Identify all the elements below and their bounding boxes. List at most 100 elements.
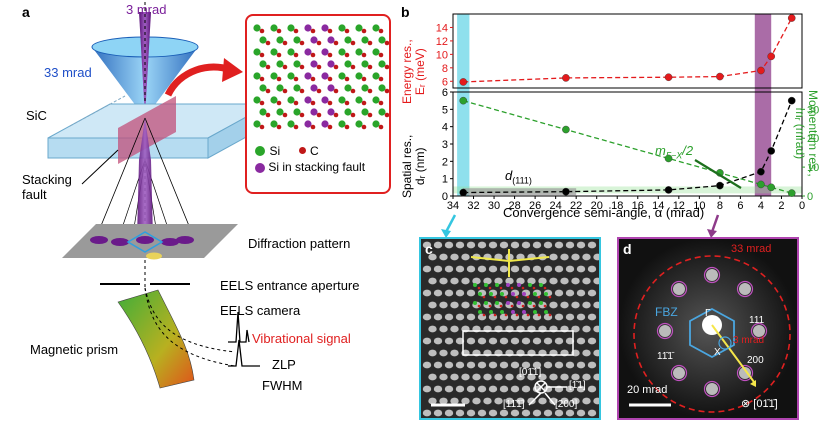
- si-atom: [270, 24, 278, 32]
- atom-column: [554, 241, 564, 249]
- overlay-si: [500, 292, 504, 296]
- overlay-si: [500, 310, 504, 314]
- fwhm-label: FWHM: [262, 378, 303, 393]
- x-tick-label: 18: [611, 200, 623, 212]
- annot-m-tail: /2: [682, 143, 694, 158]
- bragg-spot-ring: [750, 322, 768, 340]
- atom-column: [593, 397, 599, 405]
- si-atom: [344, 36, 352, 44]
- gamma-label: Γ: [705, 308, 711, 319]
- atom-column: [516, 277, 525, 285]
- c-atom: [310, 28, 316, 34]
- bragg-spot-ring: [670, 280, 688, 298]
- momentum-band: [453, 186, 802, 194]
- atom-column: [450, 373, 459, 381]
- hrstem-image: [422, 241, 599, 417]
- si-fault-atom: [321, 24, 329, 32]
- atom-column: [444, 337, 454, 345]
- bragg-spot-ring: [703, 380, 721, 398]
- c-atom: [378, 28, 384, 34]
- atom-column: [554, 313, 564, 321]
- vibrational-signal-label: Vibrational signal: [252, 331, 351, 346]
- atom-column: [439, 349, 448, 357]
- annot-d-sub: (111): [512, 175, 532, 186]
- si-fault-atom: [304, 120, 312, 128]
- magnetic-prism-label: Magnetic prism: [30, 342, 119, 357]
- atom-column: [444, 409, 454, 417]
- si-atom: [270, 96, 278, 104]
- x-tick-label: 32: [467, 200, 479, 212]
- atom-column: [428, 373, 437, 381]
- si-atom: [276, 84, 284, 92]
- atom-column: [455, 337, 465, 345]
- top-plot-frame: [452, 13, 803, 89]
- energy-series-point: [664, 73, 673, 82]
- atom-column: [543, 409, 553, 417]
- si-atom: [259, 84, 267, 92]
- atom-column: [516, 373, 525, 381]
- energy-ylabel-line2: Eᵣ (meV): [413, 48, 427, 96]
- si-atom: [287, 96, 295, 104]
- atom-column: [428, 325, 437, 333]
- atom-column: [587, 337, 597, 345]
- overlay-c: [543, 304, 547, 308]
- atom-column: [516, 397, 525, 405]
- c-atom: [316, 112, 322, 118]
- c-atom: [276, 124, 282, 130]
- atom-column: [593, 277, 599, 285]
- c-atom: [350, 40, 356, 46]
- annot-m-sub: Γ−X: [665, 150, 683, 161]
- atom-column: [565, 385, 575, 393]
- atom-column: [466, 385, 476, 393]
- atom-column: [560, 277, 569, 285]
- atom-column: [549, 397, 558, 405]
- atom-column: [560, 397, 569, 405]
- atom-column: [521, 409, 531, 417]
- atom-column: [472, 277, 481, 285]
- si-atom: [293, 84, 301, 92]
- overlay-si: [489, 292, 493, 296]
- si-fault-atom: [327, 84, 335, 92]
- atom-column: [565, 289, 575, 297]
- c-atom: [361, 28, 367, 34]
- si-atom: [378, 108, 386, 116]
- momentum-series-point: [459, 96, 468, 105]
- bragg-spot: [739, 367, 751, 379]
- si-atom: [372, 48, 380, 56]
- energy-tick-label: 8: [442, 63, 448, 75]
- atom-column: [477, 385, 487, 393]
- bragg-spot-ring: [670, 364, 688, 382]
- momentum-tick-label: 20: [807, 133, 819, 145]
- atom-column: [483, 397, 492, 405]
- bragg-spot-ring: [703, 266, 721, 284]
- c-atom: [293, 52, 299, 58]
- bragg-spot: [673, 367, 685, 379]
- c-atom: [282, 112, 288, 118]
- atom-column: [505, 397, 514, 405]
- atom-column: [587, 241, 597, 249]
- si-atom: [378, 84, 386, 92]
- atom-column: [576, 289, 586, 297]
- atom-column: [428, 277, 437, 285]
- atom-column: [433, 385, 443, 393]
- overlay-c: [521, 286, 525, 290]
- spatial-series-point: [664, 186, 673, 194]
- overlay-c: [482, 313, 486, 317]
- atom-column: [587, 409, 597, 417]
- atom-column: [455, 409, 465, 417]
- si-fault-legend-label: Si in stacking fault: [268, 160, 366, 174]
- x-tick-label: 12: [673, 200, 685, 212]
- si-atom: [253, 120, 261, 128]
- overlay-c: [493, 313, 497, 317]
- c-atom: [367, 40, 373, 46]
- outer-angle-label: 33 mrad: [44, 65, 92, 80]
- aperture-ring: [633, 255, 791, 413]
- atom-column: [455, 361, 465, 369]
- atom-column: [488, 337, 498, 345]
- x-axis-label: Convergence semi-angle, α (mrad): [503, 205, 705, 220]
- bragg-spot-ring: [656, 322, 674, 340]
- panel-letter-d: d: [623, 241, 632, 257]
- atom-column: [444, 385, 454, 393]
- atom-column: [521, 337, 531, 345]
- annot-d: d: [505, 168, 513, 183]
